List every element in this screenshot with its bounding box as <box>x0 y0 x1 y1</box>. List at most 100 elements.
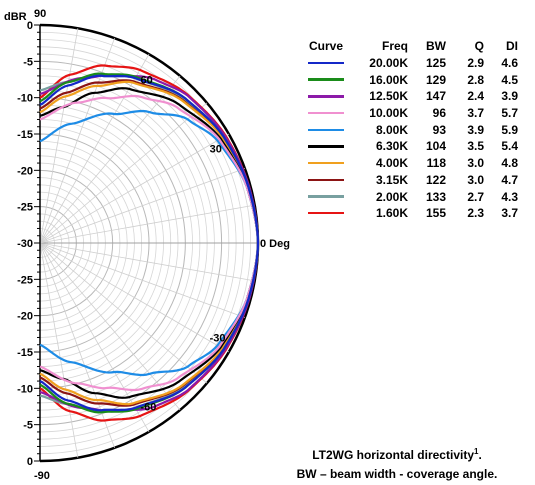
legend-q: 2.3 <box>467 206 484 221</box>
angle-label: -30 <box>210 332 226 344</box>
legend-swatch <box>300 138 352 155</box>
legend-row: 3.15K 122 3.0 4.7 <box>300 172 518 189</box>
caption-line-2: BW – beam width - coverage angle. <box>296 467 498 481</box>
caption-period: . <box>478 448 482 462</box>
legend-line-10.00K <box>308 111 344 115</box>
angle-label: 90 <box>34 8 46 20</box>
grid-spoke <box>39 242 229 353</box>
radial-tick-label: -20 <box>17 311 33 323</box>
legend-swatch <box>300 88 352 105</box>
legend-swatch <box>300 188 352 205</box>
grid-spoke <box>39 242 245 318</box>
legend-row: 6.30K 104 3.5 5.4 <box>300 138 518 155</box>
legend-line-8.00K <box>308 128 344 132</box>
grid-spoke <box>39 168 245 244</box>
legend-swatch <box>300 105 352 122</box>
angle-label: 60 <box>140 74 152 86</box>
legend-bw: 93 <box>432 122 446 137</box>
legend-di: 5.9 <box>501 122 518 137</box>
legend-line-12.50K <box>308 95 344 98</box>
directivity-curves <box>39 64 260 422</box>
legend-line-6.30K <box>308 145 344 148</box>
legend-di: 5.4 <box>501 139 518 154</box>
legend-di: 4.8 <box>501 156 518 171</box>
radial-tick-label: -30 <box>17 238 33 250</box>
legend-rows: 20.00K 125 2.9 4.6 16.00K 129 2.8 4.5 12.50K 147 2… <box>300 55 518 222</box>
legend-freq: 2.00K <box>375 189 408 204</box>
grid-spoke <box>39 102 208 244</box>
legend-row: 16.00K 129 2.8 4.5 <box>300 71 518 88</box>
legend-q: 3.0 <box>467 156 484 171</box>
figure-caption: LT2WG horizontal directivity1. BW – beam… <box>262 442 532 484</box>
legend-q: 3.7 <box>467 106 484 121</box>
radial-tick-label: -5 <box>23 56 33 68</box>
legend-swatch <box>300 155 352 172</box>
grid-spoke <box>39 28 79 244</box>
caption-footnote-mark: 1 <box>474 447 479 456</box>
axis-labels: dBR0-5-10-15-20-25-30-25-20-15-10-509060… <box>4 8 290 482</box>
caption-title: LT2WG horizontal directivity <box>312 448 474 462</box>
grid-spoke <box>39 242 208 384</box>
legend-q: 3.5 <box>467 139 484 154</box>
curve-20.00K <box>39 74 260 412</box>
legend-freq: 12.50K <box>369 89 408 104</box>
angle-label: 0 Deg <box>260 238 290 250</box>
legend-line-20.00K <box>308 61 344 65</box>
grid-spoke <box>39 38 115 244</box>
legend-di: 3.9 <box>501 89 518 104</box>
legend-freq: 8.00K <box>375 122 408 137</box>
radial-tick-label: -15 <box>17 129 33 141</box>
legend-q: 2.8 <box>467 72 484 87</box>
legend-row: 20.00K 125 2.9 4.6 <box>300 55 518 72</box>
grid-spoke <box>39 242 255 282</box>
legend-freq: 1.60K <box>375 206 408 221</box>
legend-di: 3.7 <box>501 206 518 221</box>
legend-line-16.00K <box>308 78 344 81</box>
legend-swatch <box>300 121 352 138</box>
legend-swatch <box>300 71 352 88</box>
legend-row: 1.60K 155 2.3 3.7 <box>300 205 518 222</box>
legend-swatch <box>300 55 352 72</box>
legend-header-curve: Curve <box>308 39 343 54</box>
radial-tick-label: -15 <box>17 347 33 359</box>
grid-spoke <box>39 242 115 448</box>
legend-row: 12.50K 147 2.4 3.9 <box>300 88 518 105</box>
radial-tick-label: 0 <box>27 20 33 32</box>
legend-header-q: Q <box>474 39 484 54</box>
radial-tick-label: -10 <box>17 93 33 105</box>
legend-table: Curve Freq BW Q DI 20.00K 125 2.9 4.6 16.00K… <box>300 38 518 222</box>
grid-spoke <box>39 242 181 411</box>
radial-tick-label: 0 <box>27 456 33 468</box>
legend-freq: 20.00K <box>369 56 408 71</box>
legend-bw: 96 <box>432 106 446 121</box>
legend-swatch <box>300 205 352 222</box>
grid-spoke <box>39 54 150 244</box>
legend-row: 8.00K 93 3.9 5.9 <box>300 121 518 138</box>
legend-freq: 6.30K <box>375 139 408 154</box>
legend-di: 4.5 <box>501 72 518 87</box>
legend-line-2.00K <box>308 195 344 198</box>
legend-di: 4.3 <box>501 189 518 204</box>
grid-spoke <box>39 75 181 244</box>
angle-label: -60 <box>140 402 156 414</box>
polar-grid <box>34 23 260 463</box>
legend-bw: 104 <box>425 139 446 154</box>
legend-di: 5.7 <box>501 106 518 121</box>
legend-bw: 118 <box>426 156 446 171</box>
grid-spoke <box>39 242 79 458</box>
legend-header-di: DI <box>506 39 518 54</box>
legend: Curve Freq BW Q DI 20.00K 125 2.9 4.6 16.00K… <box>300 38 532 222</box>
caption-line-1: LT2WG horizontal directivity1. <box>262 442 532 465</box>
legend-bw: 133 <box>425 189 446 204</box>
legend-row: 10.00K 96 3.7 5.7 <box>300 105 518 122</box>
legend-q: 3.0 <box>467 172 484 187</box>
legend-freq: 4.00K <box>375 156 408 171</box>
grid-spoke <box>39 204 255 244</box>
legend-bw: 122 <box>425 172 446 187</box>
radial-tick-label: -5 <box>23 420 33 432</box>
legend-freq: 10.00K <box>369 106 408 121</box>
radial-tick-label: -10 <box>17 383 33 395</box>
legend-bw: 155 <box>425 206 446 221</box>
legend-q: 2.7 <box>467 189 484 204</box>
radial-tick-label: -20 <box>17 165 33 177</box>
